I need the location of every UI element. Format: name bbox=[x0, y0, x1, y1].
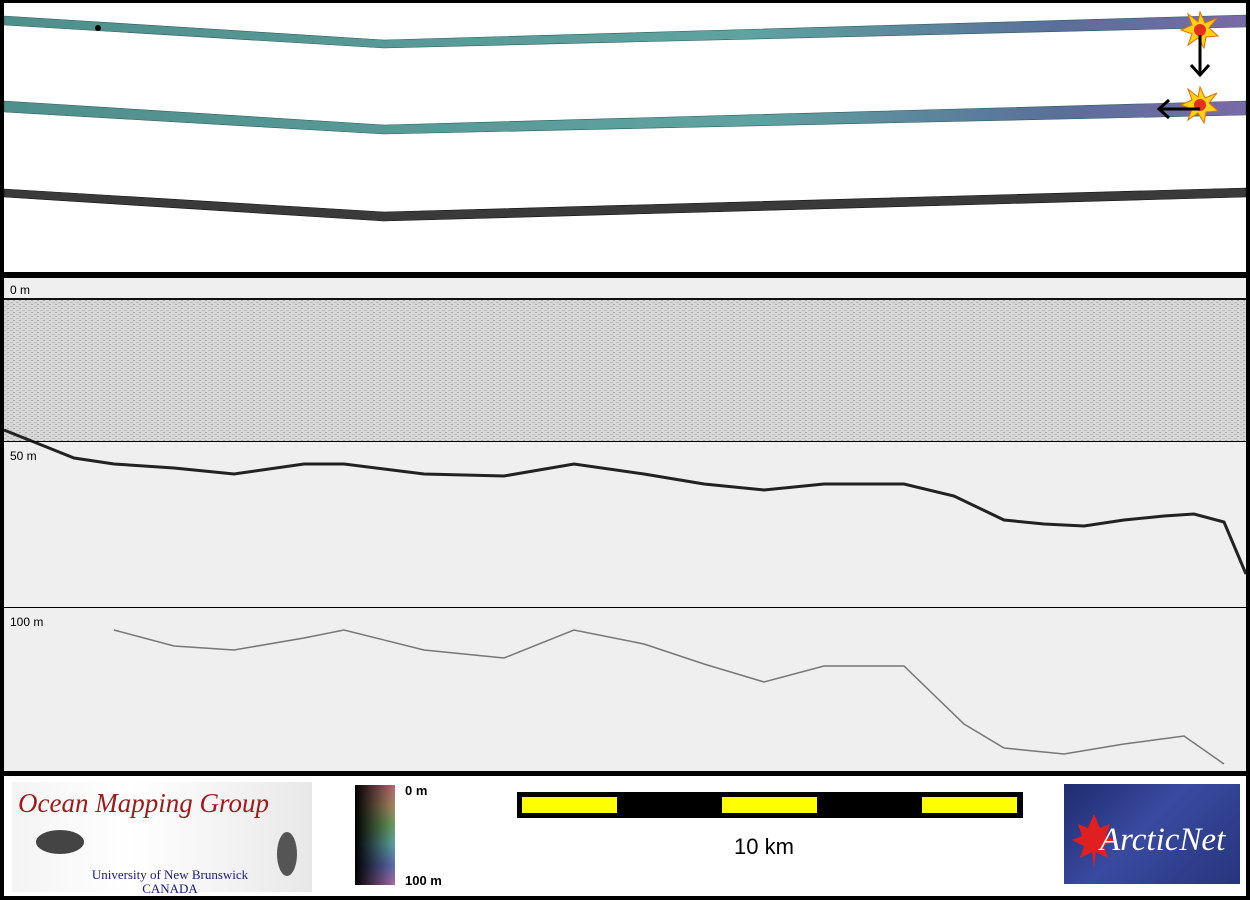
depth-label-100: 100 m bbox=[10, 615, 44, 629]
water-column-noise bbox=[4, 299, 1246, 441]
swath-line-2 bbox=[4, 100, 1246, 135]
seabed-reflector bbox=[4, 428, 1246, 575]
multiple-reflector bbox=[113, 629, 1225, 765]
direction-arrow-left-icon bbox=[1156, 98, 1200, 120]
depth-line-50 bbox=[4, 441, 1246, 442]
scale-segment bbox=[922, 797, 1017, 813]
arcticnet-logo: ArcticNet bbox=[1064, 784, 1240, 884]
track-dot bbox=[95, 25, 101, 31]
direction-arrow-down-icon bbox=[1189, 35, 1211, 78]
swath-map bbox=[4, 10, 1246, 222]
ocean-mapping-group-logo: Ocean Mapping Group University of New Br… bbox=[12, 782, 312, 896]
arcticnet-text: ArcticNet bbox=[1100, 822, 1226, 858]
swath-line-3 bbox=[4, 187, 1246, 222]
vessel-marker-1 bbox=[1179, 10, 1220, 50]
swath-line-1 bbox=[4, 14, 1246, 49]
omg-university: University of New Brunswick bbox=[91, 867, 249, 882]
scale-segment bbox=[522, 797, 617, 813]
colorbar-top-label: 0 m bbox=[405, 783, 428, 798]
omg-fish-icon bbox=[36, 830, 297, 876]
depth-colorbar-shade bbox=[355, 785, 395, 885]
maple-leaf-icon bbox=[1072, 814, 1116, 868]
omg-title: Ocean Mapping Group bbox=[18, 788, 269, 818]
legend-footer: Ocean Mapping Group University of New Br… bbox=[4, 776, 1246, 896]
swath-map-panel bbox=[4, 3, 1246, 272]
scale-bar bbox=[517, 792, 1023, 818]
profile-image bbox=[4, 298, 1246, 765]
omg-subtitle: University of New Brunswick CANADA bbox=[80, 868, 260, 896]
depth-label-50: 50 m bbox=[10, 449, 37, 463]
omg-country: CANADA bbox=[142, 881, 198, 896]
depth-label-0: 0 m bbox=[10, 283, 31, 297]
colorbar-bottom-label: 100 m bbox=[405, 873, 442, 888]
scale-segment bbox=[722, 797, 817, 813]
depth-line-100 bbox=[4, 607, 1246, 608]
scale-label: 10 km bbox=[734, 834, 794, 859]
subbottom-profile-panel: 0 m 50 m 100 m bbox=[4, 278, 1246, 771]
